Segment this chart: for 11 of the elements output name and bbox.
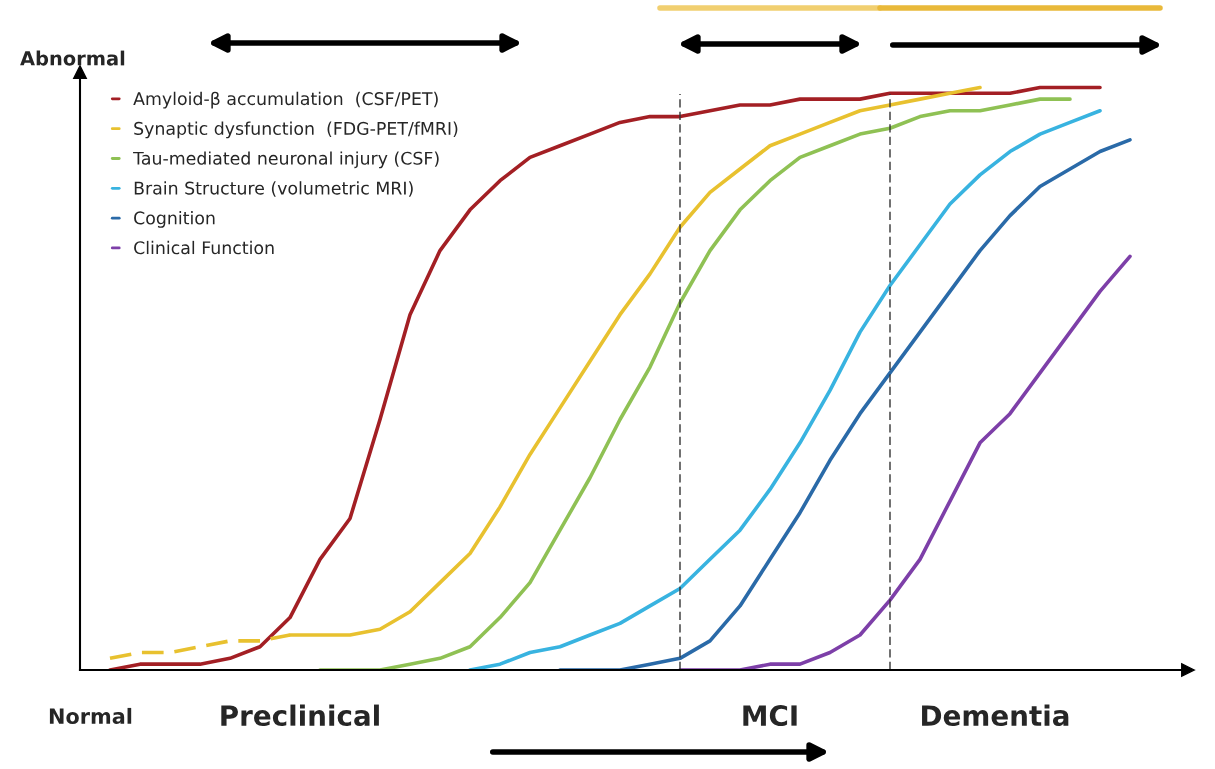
legend-label: Amyloid-β accumulation (CSF/PET) [133, 91, 438, 109]
text: MCI [743, 705, 797, 727]
legend-label: Brain Structure (volumetric MRI) [134, 181, 413, 197]
text: Normal [49, 707, 132, 725]
text: Abnormal [20, 50, 125, 66]
legend-label: Tau-mediated neuronal injury (CSF) [133, 151, 439, 169]
text: Preclinical [221, 704, 379, 727]
text: Dementia [922, 704, 1069, 727]
legend-label: Synaptic dysfunction (FDG-PET/fMRI) [134, 121, 458, 139]
legend-label: Cognition [134, 211, 215, 228]
legend-label: Clinical Function [134, 240, 274, 255]
